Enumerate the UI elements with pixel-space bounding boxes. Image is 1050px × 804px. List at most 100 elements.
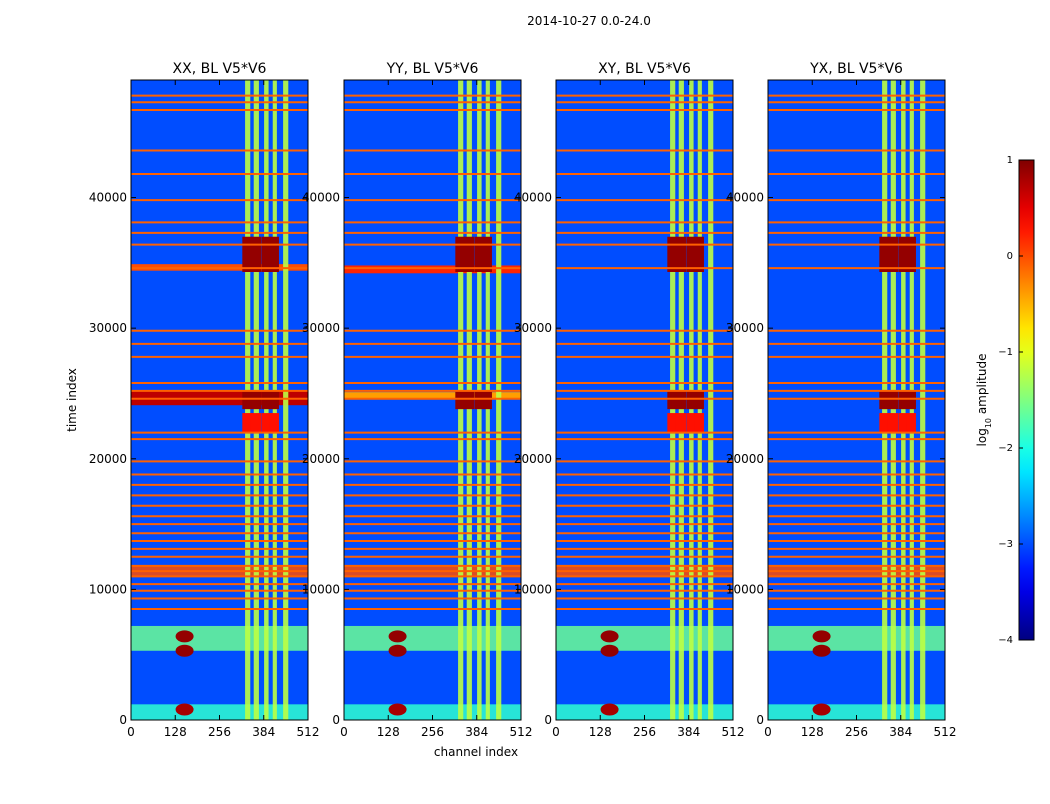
- saturated-block: [906, 413, 916, 433]
- rfi-burst: [175, 703, 194, 716]
- y-tick-label: 20000: [89, 452, 127, 466]
- saturated-block: [463, 390, 474, 410]
- heatmap-panel-yx: YX, BL V5*V6 0 128 256 384 512 0 10000 20000 3000…: [726, 61, 957, 739]
- colorbar-tick-label: 1: [1007, 155, 1013, 166]
- x-tick-label: 0: [764, 725, 772, 739]
- panel-title: XY, BL V5*V6: [598, 61, 691, 77]
- saturated-block: [667, 413, 678, 433]
- x-tick-label: 384: [677, 725, 700, 739]
- panel-band: [344, 265, 521, 274]
- y-tick-label: 40000: [89, 191, 127, 205]
- saturated-block: [261, 236, 271, 272]
- saturated-block: [686, 236, 696, 272]
- y-tick-label: 30000: [726, 321, 764, 335]
- rfi-burst: [388, 630, 407, 643]
- x-tick-label: 384: [889, 725, 912, 739]
- saturated-block: [686, 413, 696, 433]
- x-tick-label: 256: [633, 725, 656, 739]
- rfi-burst: [175, 644, 194, 657]
- heatmap-panel-yy: YY, BL V5*V6 0 128 256 384 512 0 10000 20000 3000…: [302, 61, 533, 739]
- saturated-block: [694, 390, 704, 410]
- x-tick-label: 0: [552, 725, 560, 739]
- saturated-block: [675, 413, 686, 433]
- saturated-block: [898, 236, 908, 272]
- saturated-block: [675, 236, 686, 272]
- saturated-block: [242, 390, 253, 410]
- colorbar-label: log10 amplitude: [975, 354, 993, 447]
- saturated-block: [667, 236, 678, 272]
- y-tick-label: 20000: [726, 452, 764, 466]
- saturated-block: [906, 236, 916, 272]
- x-tick-label: 384: [465, 725, 488, 739]
- rfi-burst: [175, 630, 194, 643]
- saturated-block: [482, 390, 492, 410]
- saturated-block: [250, 236, 261, 272]
- y-tick-label: 10000: [514, 582, 552, 596]
- saturated-block: [482, 236, 492, 272]
- y-tick-label: 0: [119, 713, 127, 727]
- rfi-burst: [812, 703, 831, 716]
- channel-band: [708, 80, 714, 720]
- x-tick-label: 512: [297, 725, 320, 739]
- saturated-block: [686, 390, 696, 410]
- saturated-block: [269, 390, 279, 410]
- broad-band: [131, 625, 308, 651]
- colorbar-tick-label: −1: [998, 347, 1013, 358]
- saturated-block: [455, 390, 466, 410]
- heatmap-background: [556, 80, 733, 720]
- saturated-block: [250, 390, 261, 410]
- panel-title: YX, BL V5*V6: [809, 61, 903, 77]
- heatmap-panel-xy: XY, BL V5*V6 0 128 256 384 512 0 10000 20000 3000…: [514, 61, 745, 739]
- y-tick-label: 10000: [726, 582, 764, 596]
- y-tick-label: 40000: [514, 191, 552, 205]
- rfi-burst: [600, 630, 619, 643]
- rfi-burst: [812, 630, 831, 643]
- channel-band: [920, 80, 926, 720]
- saturated-block: [694, 413, 704, 433]
- saturated-block: [261, 390, 271, 410]
- y-axis-label: time index: [65, 368, 79, 432]
- saturated-block: [269, 413, 279, 433]
- saturated-block: [474, 390, 484, 410]
- saturated-block: [242, 236, 253, 272]
- y-tick-label: 20000: [302, 452, 340, 466]
- saturated-block: [250, 413, 261, 433]
- saturated-block: [887, 413, 898, 433]
- x-tick-label: 128: [589, 725, 612, 739]
- rfi-burst: [388, 703, 407, 716]
- x-tick-label: 512: [934, 725, 957, 739]
- y-tick-label: 10000: [302, 582, 340, 596]
- colorbar-tick-label: 0: [1007, 251, 1013, 262]
- y-tick-label: 40000: [726, 191, 764, 205]
- heatmap-background: [344, 80, 521, 720]
- saturated-block: [887, 390, 898, 410]
- x-tick-label: 0: [127, 725, 135, 739]
- saturated-block: [879, 390, 890, 410]
- saturated-block: [879, 236, 890, 272]
- y-tick-label: 30000: [514, 321, 552, 335]
- x-tick-label: 512: [722, 725, 745, 739]
- rfi-burst: [600, 644, 619, 657]
- panel-title: XX, BL V5*V6: [173, 61, 267, 77]
- y-tick-label: 20000: [514, 452, 552, 466]
- figure-title: 2014-10-27 0.0-24.0: [527, 14, 651, 28]
- x-axis-label: channel index: [434, 745, 518, 759]
- x-tick-label: 128: [377, 725, 400, 739]
- y-tick-label: 10000: [89, 582, 127, 596]
- y-tick-label: 0: [756, 713, 764, 727]
- saturated-block: [906, 390, 916, 410]
- y-tick-label: 0: [332, 713, 340, 727]
- colorbar-tick-label: −2: [998, 443, 1013, 454]
- broad-band: [556, 625, 733, 651]
- saturated-block: [675, 390, 686, 410]
- heatmap-background: [768, 80, 945, 720]
- y-tick-label: 40000: [302, 191, 340, 205]
- broad-band: [768, 625, 945, 651]
- colorbar: 1 0 −1 −2 −3 −4 log10 amplitude: [975, 155, 1035, 646]
- rfi-burst: [600, 703, 619, 716]
- rfi-burst: [812, 644, 831, 657]
- saturated-block: [898, 390, 908, 410]
- saturated-block: [887, 236, 898, 272]
